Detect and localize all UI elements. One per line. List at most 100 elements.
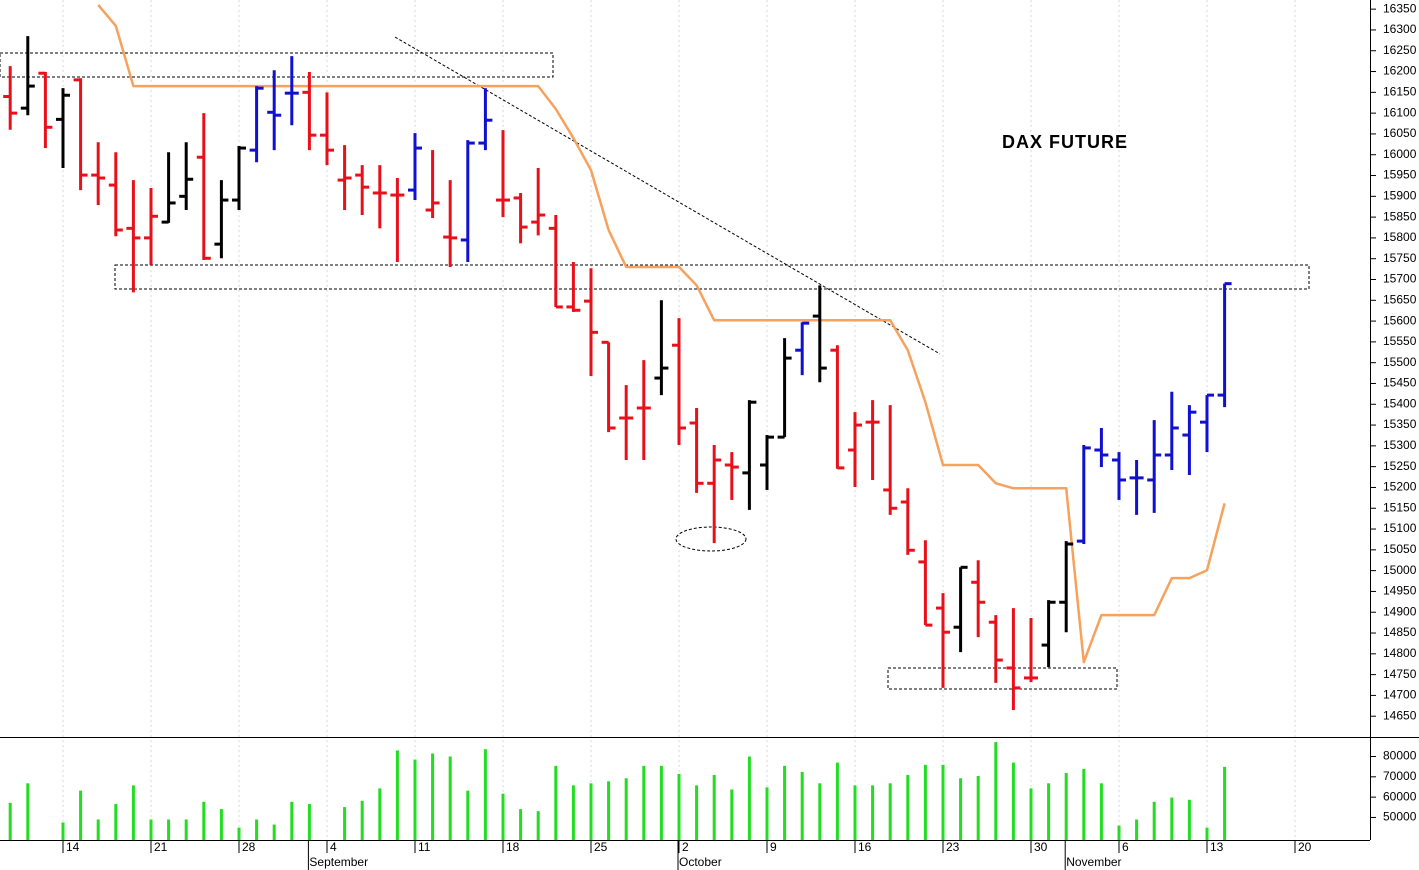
volume-bar	[1099, 783, 1103, 840]
volume-bar	[571, 785, 575, 840]
y-tick-label: 15250	[1383, 459, 1417, 473]
volume-bar	[1082, 768, 1086, 840]
x-tick-label: 25	[594, 840, 608, 854]
volume-bar	[307, 804, 311, 840]
volume-bar	[395, 750, 399, 840]
y-tick-label: 14650	[1383, 708, 1417, 722]
volume-bar	[1170, 797, 1174, 840]
volume-bar	[747, 756, 751, 840]
volume-bar	[959, 778, 963, 840]
volume-bar	[413, 759, 417, 840]
volume-tick-label: 70000	[1383, 769, 1417, 783]
volume-bar	[466, 790, 470, 840]
volume-bar	[695, 785, 699, 840]
volume-bar	[131, 785, 135, 840]
volume-bar	[167, 819, 171, 840]
volume-bar	[79, 790, 83, 840]
volume-bar	[712, 774, 716, 840]
y-tick-label: 14950	[1383, 584, 1417, 598]
volume-bar	[1047, 783, 1051, 840]
volume-bar	[800, 771, 804, 840]
y-tick-label: 16350	[1383, 1, 1417, 15]
y-tick-label: 15400	[1383, 396, 1417, 410]
volume-bar	[96, 819, 100, 840]
volume-bar	[1117, 825, 1121, 840]
y-tick-label: 15650	[1383, 292, 1417, 306]
volume-bar	[783, 765, 787, 840]
axes	[0, 0, 1419, 841]
volume-bar	[1011, 762, 1015, 840]
volume-bar	[360, 800, 364, 840]
x-tick-label: 21	[154, 840, 168, 854]
y-tick-label: 16050	[1383, 126, 1417, 140]
marks	[3, 4, 1232, 840]
y-tick-label: 15750	[1383, 251, 1417, 265]
x-tick-label: 13	[1210, 840, 1224, 854]
volume-bar	[149, 819, 153, 840]
x-tick-label: 2	[682, 840, 689, 854]
volume-bar	[677, 773, 681, 840]
x-tick-label: 20	[1298, 840, 1312, 854]
x-tick-label: 18	[506, 840, 520, 854]
y-tick-label: 14700	[1383, 688, 1417, 702]
volume-bar	[642, 765, 646, 840]
y-tick-label: 15900	[1383, 188, 1417, 202]
volume-bar	[853, 785, 857, 840]
volume-bar	[1029, 788, 1033, 840]
y-tick-label: 15850	[1383, 209, 1417, 223]
volume-bar	[290, 801, 294, 840]
month-label: October	[679, 855, 722, 869]
volume-bar	[941, 764, 945, 840]
y-tick-label: 15350	[1383, 417, 1417, 431]
y-tick-label: 16250	[1383, 43, 1417, 57]
volume-bar	[1223, 766, 1227, 840]
volume-bar	[835, 762, 839, 840]
y-tick-label: 15050	[1383, 542, 1417, 556]
volume-bar	[202, 801, 206, 840]
resistance-zone	[0, 52, 554, 78]
volume-bar	[8, 802, 12, 840]
y-tick-label: 16000	[1383, 147, 1417, 161]
volume-bar	[1187, 799, 1191, 840]
volume-bar	[589, 783, 593, 840]
volume-bar	[501, 793, 505, 840]
support-zone	[887, 667, 1118, 690]
y-tick-label: 15550	[1383, 334, 1417, 348]
trend-line	[394, 36, 941, 355]
volume-bar	[1205, 827, 1209, 840]
y-tick-label: 15000	[1383, 563, 1417, 577]
month-label: September	[309, 855, 368, 869]
volume-bar	[888, 783, 892, 840]
volume-bar	[378, 788, 382, 840]
x-tick-label: 16	[858, 840, 872, 854]
volume-bar	[624, 778, 628, 840]
y-tick-label: 14900	[1383, 604, 1417, 618]
y-tick-label: 15150	[1383, 500, 1417, 514]
x-tick-label: 14	[66, 840, 80, 854]
y-tick-label: 15450	[1383, 376, 1417, 390]
volume-bar	[483, 749, 487, 840]
resistance-zone	[114, 264, 1310, 290]
volume-bar	[607, 781, 611, 840]
volume-bar	[906, 774, 910, 840]
trailing-line	[97, 4, 1226, 664]
y-tick-label: 15300	[1383, 438, 1417, 452]
volume-tick-label: 80000	[1383, 749, 1417, 763]
x-tick-label: 9	[770, 840, 777, 854]
y-tick-label: 15800	[1383, 230, 1417, 244]
y-tick-label: 15700	[1383, 272, 1417, 286]
volume-bar	[26, 783, 30, 840]
y-tick-label: 16200	[1383, 64, 1417, 78]
x-tick-label: 23	[946, 840, 960, 854]
volume-bar	[114, 804, 118, 840]
month-label: November	[1066, 855, 1121, 869]
volume-bar	[255, 819, 259, 840]
y-tick-label: 16300	[1383, 22, 1417, 36]
volume-bar	[730, 789, 734, 840]
chart-title: DAX FUTURE	[1002, 132, 1128, 152]
y-tick-label: 16100	[1383, 105, 1417, 119]
y-tick-label: 14750	[1383, 667, 1417, 681]
y-tick-label: 15100	[1383, 521, 1417, 535]
